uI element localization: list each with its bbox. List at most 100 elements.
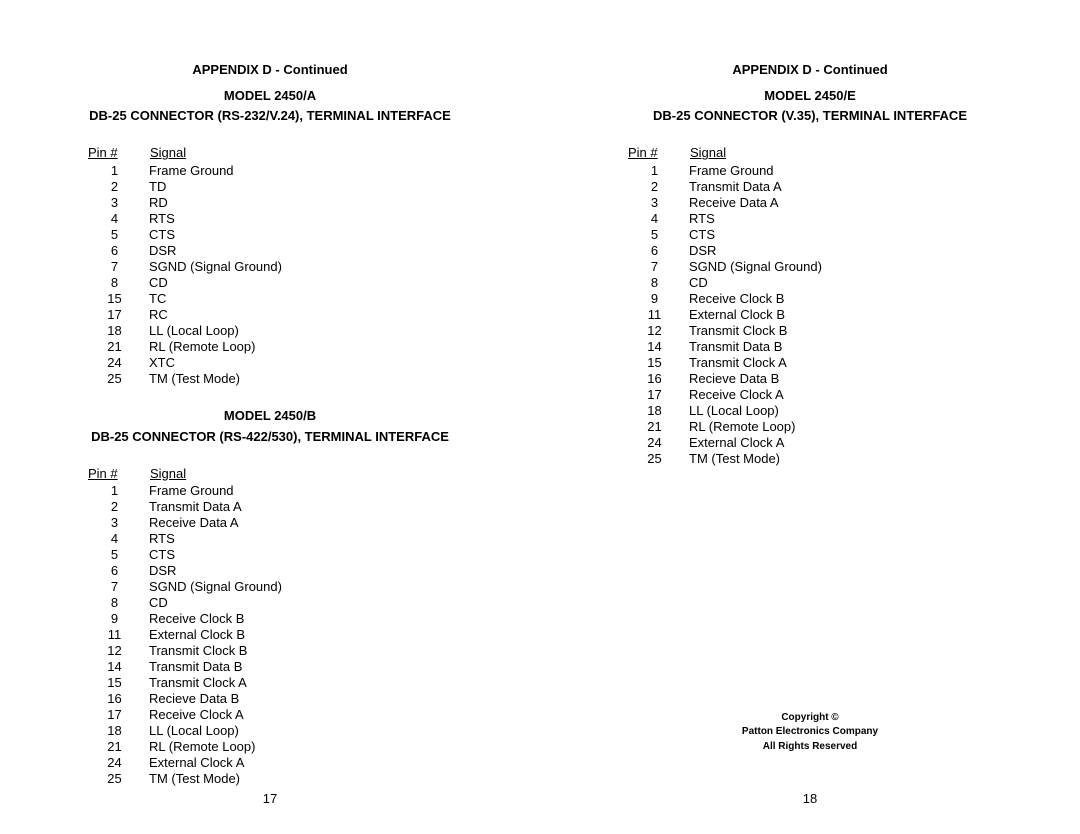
pin-table-2450b: Pin # Signal 1Frame Ground2Transmit Data… <box>80 465 282 787</box>
pin-cell: 21 <box>620 418 689 434</box>
model-title: MODEL 2450/A <box>50 86 490 106</box>
table-row: 1Frame Ground <box>80 162 282 178</box>
appendix-title: APPENDIX D - Continued <box>50 60 490 80</box>
model-subtitle: DB-25 CONNECTOR (RS-422/530), TERMINAL I… <box>50 427 490 447</box>
pin-rows-2450b: 1Frame Ground2Transmit Data A3Receive Da… <box>80 483 282 787</box>
signal-cell: Frame Ground <box>149 162 282 178</box>
copyright-block: Copyright © Patton Electronics Company A… <box>540 711 1080 755</box>
signal-cell: Transmit Data B <box>689 338 822 354</box>
pin-cell: 5 <box>80 226 149 242</box>
signal-cell: Transmit Data A <box>149 499 282 515</box>
pin-cell: 5 <box>620 226 689 242</box>
table-row: 3RD <box>80 194 282 210</box>
col-header-signal: Signal <box>149 465 282 483</box>
pin-cell: 2 <box>80 499 149 515</box>
signal-cell: DSR <box>149 563 282 579</box>
table-row: 3Receive Data A <box>80 515 282 531</box>
signal-cell: RTS <box>149 210 282 226</box>
appendix-title: APPENDIX D - Continued <box>590 60 1030 80</box>
signal-cell: CD <box>689 274 822 290</box>
signal-cell: LL (Local Loop) <box>689 402 822 418</box>
page-number-left: 17 <box>0 791 540 806</box>
signal-cell: TM (Test Mode) <box>689 450 822 466</box>
signal-cell: Transmit Clock A <box>689 354 822 370</box>
table-row: 17Receive Clock A <box>620 386 822 402</box>
table-row: 18LL (Local Loop) <box>620 402 822 418</box>
col-header-pin: Pin # <box>620 144 689 162</box>
signal-cell: RL (Remote Loop) <box>689 418 822 434</box>
signal-cell: Transmit Data B <box>149 659 282 675</box>
pin-cell: 4 <box>80 210 149 226</box>
table-row: 6DSR <box>80 563 282 579</box>
table-row: 18LL (Local Loop) <box>80 723 282 739</box>
pin-table-2450a: Pin # Signal 1Frame Ground2TD3RD4RTS5CTS… <box>80 144 282 386</box>
right-heading-1: APPENDIX D - Continued MODEL 2450/E DB-2… <box>590 60 1030 126</box>
table-row: 21RL (Remote Loop) <box>80 338 282 354</box>
pin-cell: 24 <box>620 434 689 450</box>
left-heading-2: MODEL 2450/B DB-25 CONNECTOR (RS-422/530… <box>50 406 490 446</box>
right-page: APPENDIX D - Continued MODEL 2450/E DB-2… <box>540 0 1080 834</box>
signal-cell: External Clock A <box>689 434 822 450</box>
pin-cell: 9 <box>620 290 689 306</box>
pin-cell: 17 <box>80 707 149 723</box>
pin-cell: 4 <box>80 531 149 547</box>
table-row: 2Transmit Data A <box>80 499 282 515</box>
pin-rows-2450a: 1Frame Ground2TD3RD4RTS5CTS6DSR7SGND (Si… <box>80 162 282 386</box>
table-row: 16Recieve Data B <box>620 370 822 386</box>
pin-cell: 15 <box>620 354 689 370</box>
pin-cell: 6 <box>80 563 149 579</box>
table-row: 12Transmit Clock B <box>80 643 282 659</box>
col-header-pin: Pin # <box>80 144 149 162</box>
pin-table-2450e: Pin # Signal 1Frame Ground2Transmit Data… <box>620 144 822 466</box>
pin-cell: 16 <box>80 691 149 707</box>
signal-cell: RL (Remote Loop) <box>149 338 282 354</box>
signal-cell: Receive Clock A <box>149 707 282 723</box>
pin-cell: 7 <box>80 258 149 274</box>
pin-rows-2450e: 1Frame Ground2Transmit Data A3Receive Da… <box>620 162 822 466</box>
table-row: 4RTS <box>620 210 822 226</box>
signal-cell: LL (Local Loop) <box>149 322 282 338</box>
pin-cell: 16 <box>620 370 689 386</box>
pin-cell: 7 <box>80 579 149 595</box>
signal-cell: External Clock B <box>149 627 282 643</box>
signal-cell: Transmit Clock B <box>149 643 282 659</box>
pin-cell: 11 <box>620 306 689 322</box>
document-spread: APPENDIX D - Continued MODEL 2450/A DB-2… <box>0 0 1080 834</box>
table-row: 5CTS <box>80 226 282 242</box>
signal-cell: CTS <box>149 226 282 242</box>
pin-cell: 17 <box>620 386 689 402</box>
signal-cell: RD <box>149 194 282 210</box>
signal-cell: Recieve Data B <box>149 691 282 707</box>
copyright-line2: Patton Electronics Company <box>540 725 1080 740</box>
signal-cell: DSR <box>689 242 822 258</box>
page-number-right: 18 <box>540 791 1080 806</box>
pin-cell: 8 <box>80 595 149 611</box>
signal-cell: RC <box>149 306 282 322</box>
signal-cell: Transmit Clock B <box>689 322 822 338</box>
pin-cell: 14 <box>620 338 689 354</box>
table-row: 9Receive Clock B <box>620 290 822 306</box>
table-row: 7SGND (Signal Ground) <box>80 258 282 274</box>
table-row: 17Receive Clock A <box>80 707 282 723</box>
signal-cell: Transmit Data A <box>689 178 822 194</box>
pin-cell: 1 <box>620 162 689 178</box>
left-page: APPENDIX D - Continued MODEL 2450/A DB-2… <box>0 0 540 834</box>
pin-cell: 2 <box>80 178 149 194</box>
table-row: 6DSR <box>80 242 282 258</box>
pin-cell: 15 <box>80 290 149 306</box>
signal-cell: External Clock B <box>689 306 822 322</box>
signal-cell: CD <box>149 595 282 611</box>
signal-cell: Recieve Data B <box>689 370 822 386</box>
table-row: 14Transmit Data B <box>620 338 822 354</box>
pin-cell: 18 <box>620 402 689 418</box>
pin-cell: 18 <box>80 723 149 739</box>
signal-cell: CTS <box>689 226 822 242</box>
signal-cell: TC <box>149 290 282 306</box>
signal-cell: Transmit Clock A <box>149 675 282 691</box>
signal-cell: Receive Clock B <box>689 290 822 306</box>
pin-cell: 12 <box>620 322 689 338</box>
pin-cell: 5 <box>80 547 149 563</box>
table-row: 21RL (Remote Loop) <box>80 739 282 755</box>
signal-cell: External Clock A <box>149 755 282 771</box>
pin-cell: 6 <box>80 242 149 258</box>
